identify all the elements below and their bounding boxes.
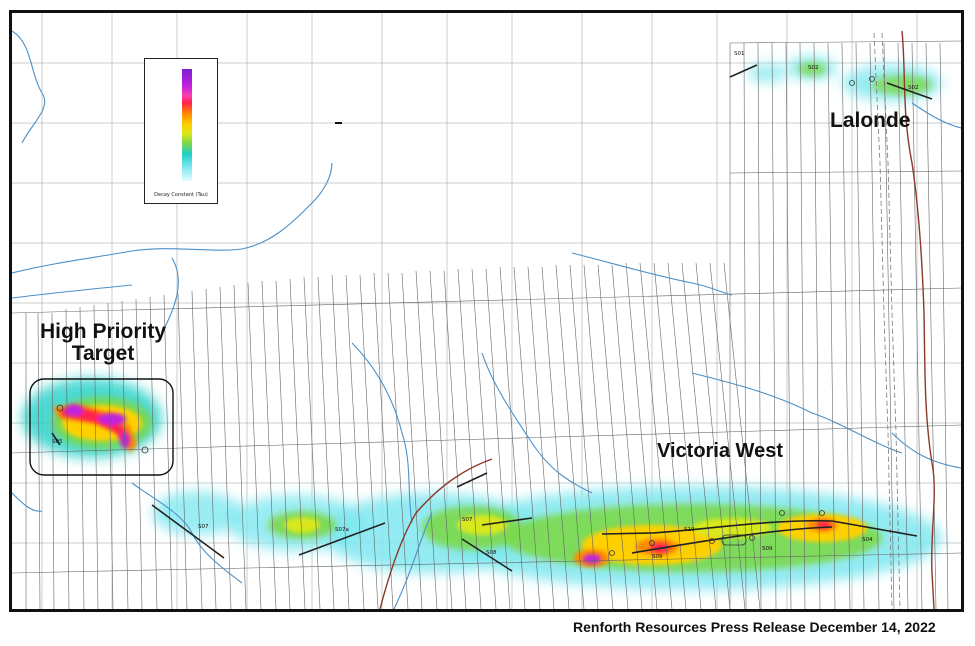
label-lalonde: Lalonde xyxy=(830,109,911,132)
label-victoria-west: Victoria West xyxy=(657,440,783,462)
conductor-axes xyxy=(51,64,933,572)
survey-map xyxy=(12,13,961,609)
anomaly-heatmap xyxy=(22,56,942,590)
tau-legend: Decay Constant (Tau) xyxy=(144,58,218,204)
roads xyxy=(379,30,935,609)
legend-title: Decay Constant (Tau) xyxy=(154,192,208,198)
label-high-priority-target: High Priority Target xyxy=(39,320,166,366)
flight-lines xyxy=(12,40,961,609)
high-priority-target-box xyxy=(29,378,174,476)
dash-mark xyxy=(335,122,342,124)
map-frame: Decay Constant (Tau) High Priority Targe… xyxy=(9,10,964,612)
claim-boundary xyxy=(873,32,901,609)
legend-color-ramp xyxy=(182,69,192,181)
rivers xyxy=(12,30,961,609)
drill-collars xyxy=(56,76,875,556)
press-release-caption: Renforth Resources Press Release Decembe… xyxy=(573,619,936,635)
